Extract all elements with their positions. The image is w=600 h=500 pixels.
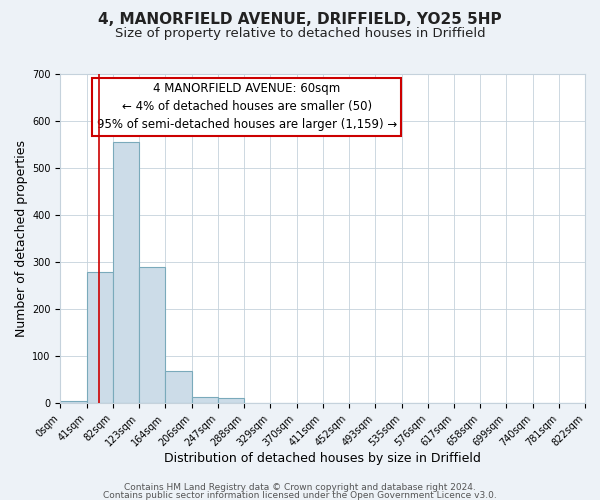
Text: 4 MANORFIELD AVENUE: 60sqm
← 4% of detached houses are smaller (50)
95% of semi-: 4 MANORFIELD AVENUE: 60sqm ← 4% of detac… [97,82,397,131]
Text: Contains public sector information licensed under the Open Government Licence v3: Contains public sector information licen… [103,490,497,500]
Bar [192,397,218,403]
X-axis label: Distribution of detached houses by size in Driffield: Distribution of detached houses by size … [164,452,481,465]
Bar [218,398,244,403]
Bar [86,272,113,403]
Text: Contains HM Land Registry data © Crown copyright and database right 2024.: Contains HM Land Registry data © Crown c… [124,483,476,492]
Text: Size of property relative to detached houses in Driffield: Size of property relative to detached ho… [115,28,485,40]
Bar [139,267,165,403]
Bar [113,142,139,403]
Y-axis label: Number of detached properties: Number of detached properties [15,140,28,337]
Bar [165,371,192,403]
Text: 4, MANORFIELD AVENUE, DRIFFIELD, YO25 5HP: 4, MANORFIELD AVENUE, DRIFFIELD, YO25 5H… [98,12,502,28]
Bar [61,401,86,403]
